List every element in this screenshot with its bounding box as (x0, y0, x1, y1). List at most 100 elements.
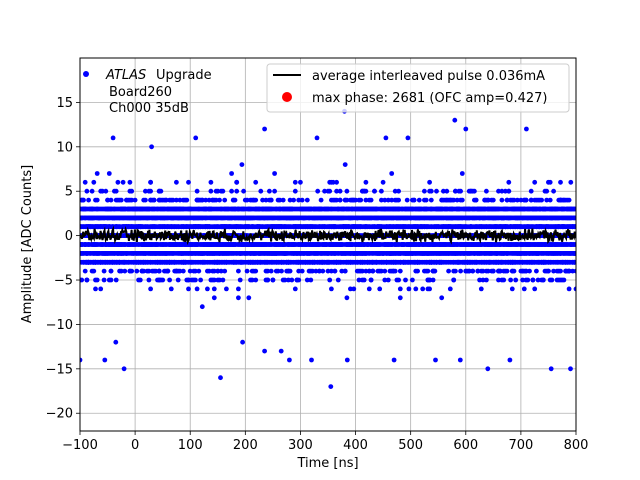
sample-point (484, 188, 489, 194)
sample-point (458, 268, 463, 274)
sample-point (236, 286, 241, 292)
sample-point (186, 277, 191, 283)
sample-point (229, 171, 235, 176)
sample-point (470, 268, 476, 274)
sample-point (308, 277, 314, 283)
sample-point (94, 197, 100, 203)
sample-point (208, 179, 214, 185)
sample-point (237, 277, 243, 283)
sample-point (213, 197, 219, 203)
sample-point (344, 188, 350, 194)
sample-point (129, 188, 135, 194)
sample-point (217, 197, 222, 203)
sample-point (298, 179, 303, 185)
sample-point (330, 179, 336, 185)
sample-point (292, 188, 298, 194)
sample-point (81, 197, 86, 203)
sample-point (272, 188, 277, 194)
sample-point (180, 268, 186, 274)
sample-point (224, 286, 229, 292)
sample-point (86, 197, 91, 203)
sample-point (151, 197, 157, 203)
sample-point (194, 188, 200, 194)
sample-point (310, 268, 315, 274)
sample-point (211, 286, 217, 292)
sample-point (120, 179, 126, 185)
sample-point (170, 197, 176, 203)
sample-point (329, 268, 334, 274)
sample-point (234, 188, 240, 194)
sample-point (342, 268, 348, 274)
sample-point (318, 197, 324, 203)
sample-point (286, 277, 291, 283)
sample-point (427, 179, 432, 185)
sample-point (103, 188, 109, 194)
sample-point (91, 268, 97, 274)
sample-point (329, 286, 334, 292)
sample-point (101, 277, 107, 283)
sample-point (205, 286, 210, 292)
sample-point (215, 268, 221, 274)
sample-point (137, 277, 143, 283)
sample-point (291, 197, 296, 203)
sample-point (289, 277, 295, 283)
sample-point (143, 188, 148, 194)
sample-point (322, 188, 327, 194)
sample-point (444, 188, 450, 194)
sample-point (459, 171, 465, 176)
sample-point (244, 197, 250, 203)
sample-point (363, 197, 369, 203)
sample-point (427, 286, 432, 292)
sample-point (174, 179, 179, 185)
sample-point (232, 197, 238, 203)
sample-point (473, 197, 479, 203)
sample-point (108, 197, 114, 203)
sample-point (141, 268, 147, 274)
sample-point (313, 268, 319, 274)
sample-point (217, 277, 222, 283)
sample-point (370, 268, 376, 274)
sample-point (211, 295, 217, 301)
sample-point (272, 171, 277, 176)
sample-point (215, 188, 221, 194)
sample-point (93, 286, 98, 292)
sample-point (94, 277, 100, 283)
sample-point (148, 179, 154, 185)
sample-point (194, 286, 200, 292)
sample-point (199, 197, 205, 203)
sample-point (334, 197, 339, 203)
sample-point (196, 268, 202, 274)
sample-point (366, 268, 372, 274)
sample-point (203, 197, 209, 203)
sample-point (320, 268, 326, 274)
sample-point (423, 197, 429, 203)
sample-point (229, 188, 235, 194)
sample-point (396, 277, 401, 283)
sample-point (199, 304, 205, 310)
sample-point (222, 268, 228, 274)
sample-point (348, 286, 353, 292)
sample-point (268, 197, 274, 203)
sample-point (100, 188, 105, 194)
sample-point (287, 268, 293, 274)
sample-point (118, 268, 124, 274)
sample-point (397, 295, 403, 301)
sample-point (186, 286, 191, 292)
sample-point (148, 188, 154, 194)
sample-point (385, 197, 391, 203)
sample-point (244, 268, 250, 274)
sample-point (253, 197, 259, 203)
sample-point (296, 277, 302, 283)
sample-point (389, 197, 395, 203)
sample-point (158, 188, 164, 194)
sample-point (265, 268, 271, 274)
sample-point (299, 268, 305, 274)
sample-point (277, 197, 283, 203)
sample-point (410, 277, 415, 283)
sample-point (91, 179, 97, 185)
sample-point (315, 188, 321, 194)
sample-point (236, 295, 241, 301)
sample-point (439, 295, 445, 301)
sample-point (82, 179, 88, 185)
sample-point (258, 188, 264, 194)
